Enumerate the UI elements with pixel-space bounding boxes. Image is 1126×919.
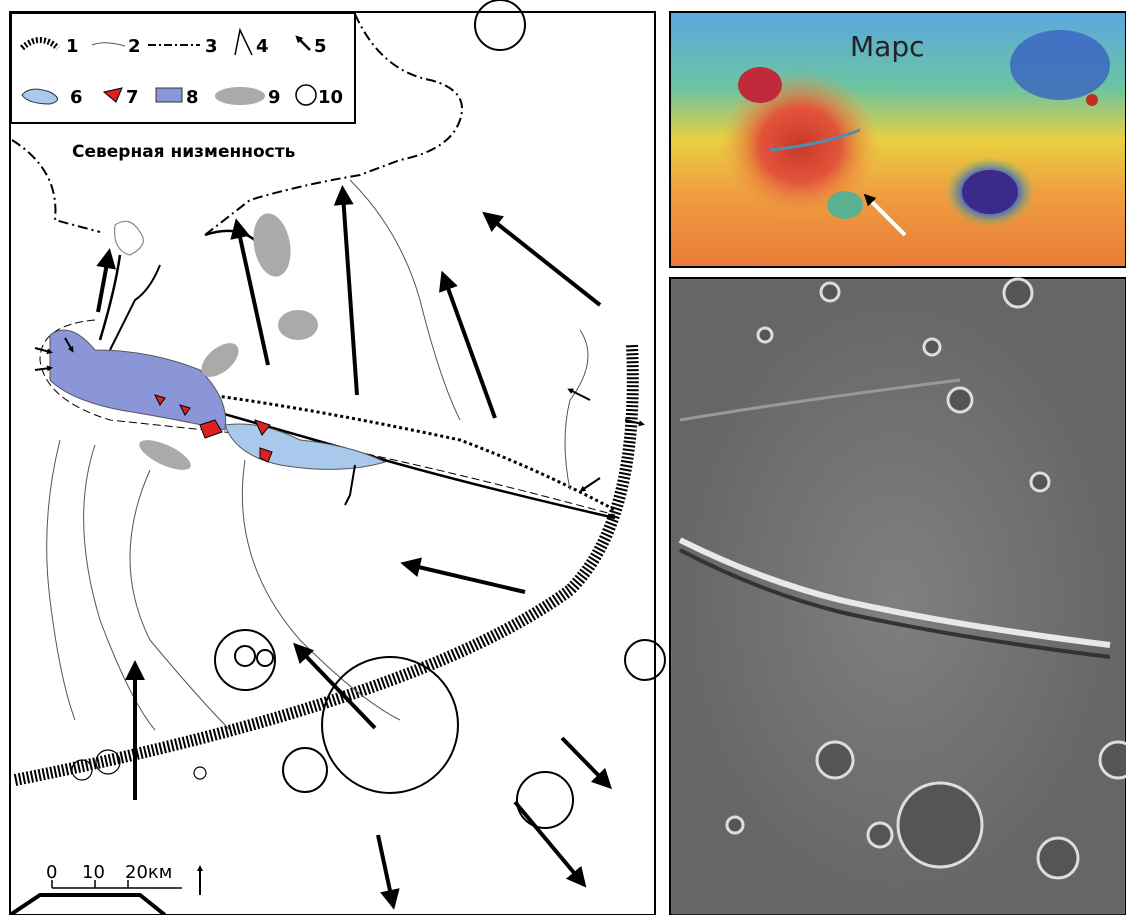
legend-label: 7 bbox=[126, 87, 139, 108]
legend-label: 3 bbox=[205, 36, 218, 57]
scale-bar: 0 10 20км bbox=[8, 862, 203, 917]
orbital-image bbox=[669, 277, 1126, 916]
inset-title: Марс bbox=[850, 30, 924, 63]
scale-label: 20км bbox=[125, 862, 172, 883]
legend-label: 8 bbox=[186, 87, 199, 108]
region-label: Северная низменность bbox=[72, 142, 295, 162]
legend-label: 9 bbox=[268, 87, 281, 108]
legend-label: 10 bbox=[318, 87, 343, 108]
legend-label: 2 bbox=[128, 36, 141, 57]
legend-label: 5 bbox=[314, 36, 327, 57]
scale-label: 10 bbox=[82, 862, 105, 883]
legend-label: 1 bbox=[66, 36, 79, 57]
geologic-map bbox=[9, 0, 666, 916]
mars-topography: Марс bbox=[669, 11, 1126, 268]
scale-label: 0 bbox=[46, 862, 57, 883]
legend: 1 2 3 4 5 6 7 8 9 10 bbox=[10, 12, 356, 124]
legend-label: 4 bbox=[256, 36, 269, 57]
legend-label: 6 bbox=[70, 87, 83, 108]
